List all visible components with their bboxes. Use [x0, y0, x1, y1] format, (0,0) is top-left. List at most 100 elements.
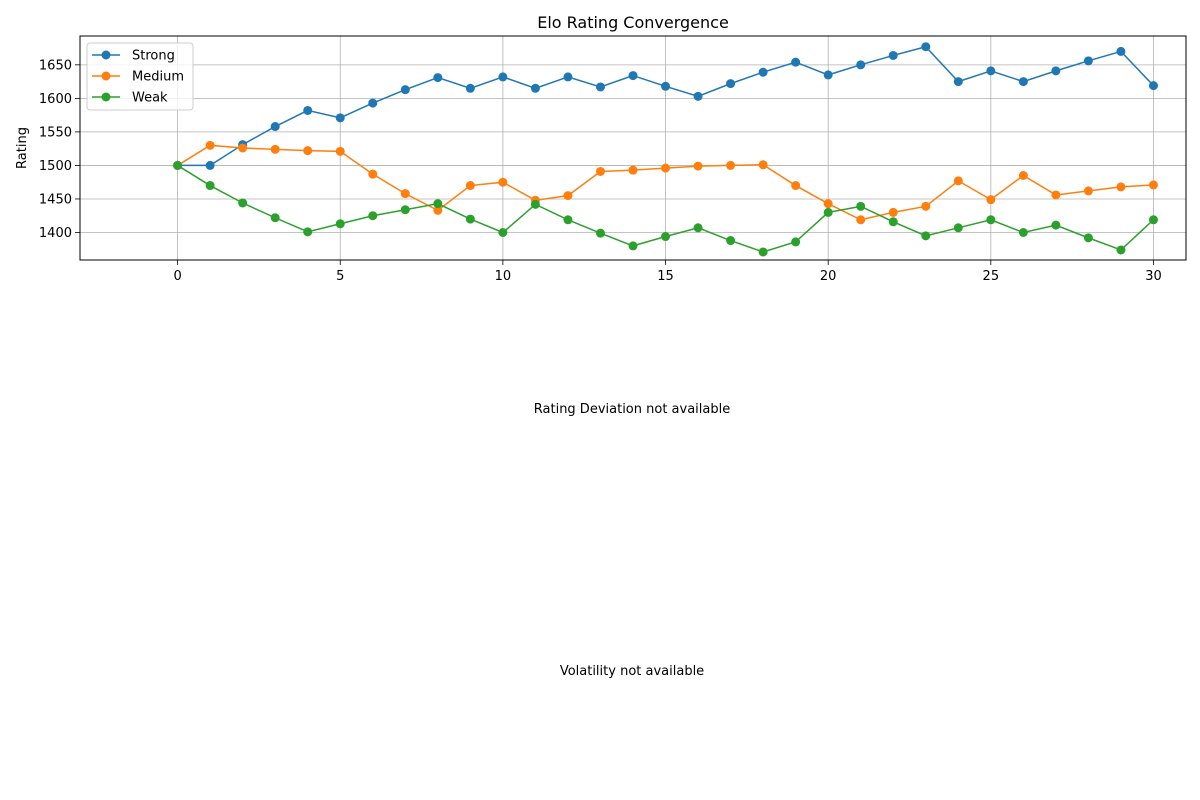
data-point-medium [498, 177, 508, 187]
y-tick-label: 1550 [39, 125, 72, 140]
data-point-weak [595, 228, 605, 238]
data-point-strong [1051, 66, 1061, 76]
data-point-strong [791, 57, 801, 67]
data-point-medium [628, 165, 638, 175]
x-tick-label: 30 [1145, 269, 1162, 284]
x-tick-label: 20 [820, 269, 837, 284]
axis-ticks: 0 5 10 15 20 25 30 1400 1450 1500 1550 1600 1650 [39, 58, 1162, 284]
data-point-medium [433, 205, 443, 215]
y-tick-label: 1600 [39, 92, 72, 107]
data-point-weak [335, 219, 345, 229]
data-point-medium [205, 140, 215, 150]
y-axis-label: Rating [15, 127, 30, 169]
data-point-strong [758, 67, 768, 77]
y-tick-label: 1450 [39, 192, 72, 207]
data-point-medium [1018, 170, 1028, 180]
legend-label-strong: Strong [132, 49, 175, 64]
data-point-weak [433, 199, 443, 209]
data-point-weak [1051, 220, 1061, 230]
data-point-strong [563, 72, 573, 82]
data-point-medium [368, 169, 378, 179]
data-point-weak [823, 207, 833, 217]
x-tick-label: 15 [657, 269, 674, 284]
plot-frame [79, 35, 1187, 261]
y-tick-label: 1400 [39, 226, 72, 241]
y-tick-label: 1500 [39, 159, 72, 174]
data-point-strong [823, 70, 833, 80]
data-point-weak [921, 231, 931, 241]
data-point-medium [1116, 182, 1126, 192]
data-point-medium [888, 207, 898, 217]
data-point-strong [661, 81, 671, 91]
data-point-strong [205, 160, 215, 170]
data-point-medium [563, 191, 573, 201]
data-point-medium [823, 199, 833, 209]
data-point-strong [465, 83, 475, 93]
data-point-medium [758, 160, 768, 170]
data-point-weak [661, 232, 671, 242]
data-point-weak [1083, 233, 1093, 243]
data-point-medium [400, 189, 410, 199]
data-point-strong [726, 79, 736, 89]
data-point-medium [303, 146, 313, 156]
legend-marker-medium [101, 71, 111, 81]
data-point-strong [530, 83, 540, 93]
data-point-strong [856, 60, 866, 70]
data-point-strong [270, 122, 280, 132]
data-point-weak [986, 215, 996, 225]
x-tick-label: 10 [495, 269, 512, 284]
data-point-strong [303, 105, 313, 115]
data-point-weak [465, 214, 475, 224]
x-tick-label: 0 [173, 269, 181, 284]
data-point-weak [270, 213, 280, 223]
data-point-strong [368, 98, 378, 108]
legend-marker-strong [101, 50, 111, 60]
data-point-strong [595, 82, 605, 92]
data-point-medium [595, 166, 605, 176]
data-point-strong [400, 85, 410, 95]
data-point-medium [726, 160, 736, 170]
data-point-weak [1116, 245, 1126, 255]
data-point-medium [1051, 190, 1061, 200]
data-point-strong [1116, 46, 1126, 56]
data-point-weak [628, 241, 638, 251]
data-point-weak [693, 223, 703, 233]
data-point-weak [238, 198, 248, 208]
data-point-weak [205, 181, 215, 191]
series-lines [173, 42, 1158, 257]
data-point-medium [335, 146, 345, 156]
data-point-medium [953, 176, 963, 186]
x-tick-label: 5 [336, 269, 344, 284]
data-point-weak [1148, 215, 1158, 225]
data-point-medium [921, 201, 931, 211]
data-point-medium [856, 215, 866, 225]
data-point-strong [498, 72, 508, 82]
data-point-strong [953, 77, 963, 87]
data-point-weak [563, 215, 573, 225]
data-point-weak [400, 205, 410, 215]
data-point-strong [1148, 81, 1158, 91]
chart-title: Elo Rating Convergence [537, 13, 729, 32]
data-point-strong [986, 66, 996, 76]
rating-deviation-message: Rating Deviation not available [533, 402, 731, 417]
data-point-strong [1018, 77, 1028, 87]
data-point-strong [1083, 56, 1093, 66]
data-point-weak [953, 223, 963, 233]
legend-label-weak: Weak [132, 91, 168, 106]
data-point-weak [791, 237, 801, 247]
data-point-weak [368, 211, 378, 221]
y-tick-label: 1650 [39, 58, 72, 73]
data-point-medium [661, 163, 671, 173]
data-point-strong [693, 91, 703, 101]
data-point-weak [303, 227, 313, 237]
data-point-medium [693, 161, 703, 171]
data-point-medium [238, 143, 248, 153]
data-point-medium [465, 181, 475, 191]
data-point-weak [498, 228, 508, 238]
data-point-medium [1083, 186, 1093, 196]
legend-label-medium: Medium [132, 70, 184, 85]
data-point-medium [270, 144, 280, 154]
data-point-weak [173, 160, 183, 170]
data-point-strong [921, 42, 931, 52]
